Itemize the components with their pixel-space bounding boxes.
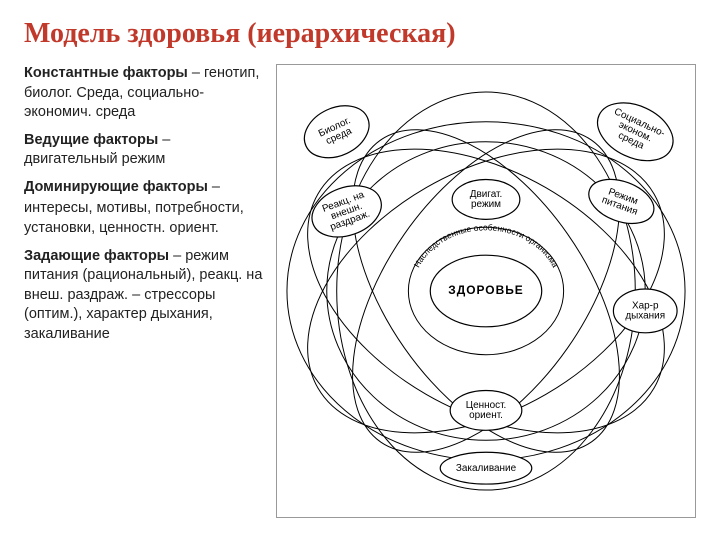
factor-name: Ведущие факторы [24,132,158,148]
factor-name: Доминирующие факторы [24,179,208,195]
factor-dash: – [169,248,185,264]
factor-extra: интересы, мотивы, потребности, установки… [24,199,264,238]
factor-konstant: Константные факторы – генотип, биолог. С… [24,64,264,123]
content-row: Константные факторы – генотип, биолог. С… [24,64,696,518]
diagram-panel: Наследственные особенности организмаЗДОР… [276,64,696,518]
factor-zadaj: Задающие факторы – режим питания (рацион… [24,247,264,345]
page-title: Модель здоровья (иерархическая) [24,18,696,50]
factor-vedush: Ведущие факторы – двигательный режим [24,131,264,170]
health-diagram: Наследственные особенности организмаЗДОР… [277,65,695,517]
svg-text:ЗДОРОВЬЕ: ЗДОРОВЬЕ [448,283,523,297]
factor-name: Константные факторы [24,65,188,81]
svg-text:дыхания: дыхания [625,311,665,322]
factor-desc: двигательный режим [24,151,165,167]
factor-dash: – [208,179,220,195]
svg-text:Закаливание: Закаливание [456,463,517,474]
factor-dash: – [188,65,204,81]
factor-domin: Доминирующие факторы – интересы, мотивы,… [24,178,264,239]
factor-dash: – [158,132,170,148]
factor-name: Задающие факторы [24,248,169,264]
svg-text:режим: режим [471,199,501,210]
svg-text:ориент.: ориент. [469,410,503,421]
factors-column: Константные факторы – генотип, биолог. С… [24,64,264,518]
